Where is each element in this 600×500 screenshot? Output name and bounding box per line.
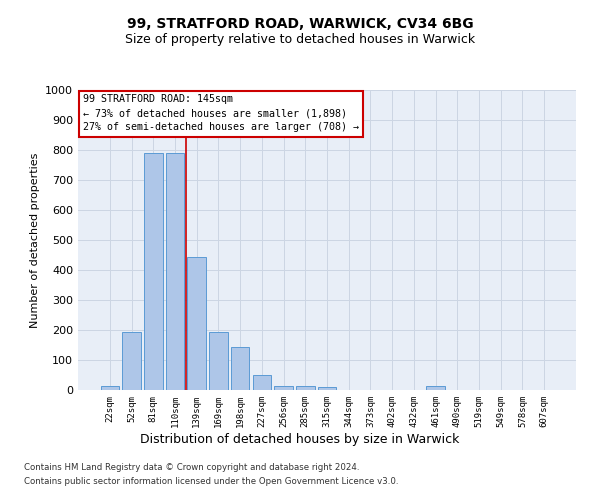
Bar [166, 153, 184, 390]
Bar [318, 387, 336, 390]
Y-axis label: Number of detached properties: Number of detached properties [29, 152, 40, 328]
Bar [101, 386, 119, 390]
Bar [122, 332, 141, 390]
Bar [427, 386, 445, 390]
Bar [296, 386, 314, 390]
Bar [187, 257, 206, 390]
Text: Distribution of detached houses by size in Warwick: Distribution of detached houses by size … [140, 432, 460, 446]
Bar [274, 386, 293, 390]
Text: Size of property relative to detached houses in Warwick: Size of property relative to detached ho… [125, 32, 475, 46]
Bar [231, 346, 250, 390]
Text: Contains public sector information licensed under the Open Government Licence v3: Contains public sector information licen… [24, 477, 398, 486]
Text: Contains HM Land Registry data © Crown copyright and database right 2024.: Contains HM Land Registry data © Crown c… [24, 464, 359, 472]
Bar [209, 332, 227, 390]
Text: 99 STRATFORD ROAD: 145sqm
← 73% of detached houses are smaller (1,898)
27% of se: 99 STRATFORD ROAD: 145sqm ← 73% of detac… [83, 94, 359, 132]
Bar [253, 375, 271, 390]
Text: 99, STRATFORD ROAD, WARWICK, CV34 6BG: 99, STRATFORD ROAD, WARWICK, CV34 6BG [127, 18, 473, 32]
Bar [144, 153, 163, 390]
